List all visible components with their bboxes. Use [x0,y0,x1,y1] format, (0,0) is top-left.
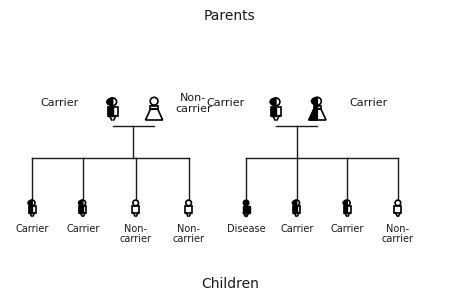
Ellipse shape [243,200,248,206]
Bar [132,206,139,213]
Bar [270,106,280,116]
Text: Carrier: Carrier [206,98,244,109]
Wedge shape [28,200,32,206]
Text: Carrier: Carrier [348,98,386,109]
Text: Carrier: Carrier [16,224,49,233]
Bar [292,206,296,213]
Bar [107,106,112,116]
Wedge shape [342,200,347,206]
Wedge shape [311,97,317,105]
Polygon shape [308,109,317,120]
Text: Non-
carrier: Non- carrier [174,93,211,114]
Bar [28,206,32,213]
Bar [292,206,300,213]
Text: Non-
carrier: Non- carrier [381,224,413,244]
Text: Carrier: Carrier [66,224,99,233]
Bar [343,206,350,213]
Bar [242,206,249,213]
Bar [79,206,83,213]
Bar [343,206,347,213]
Bar [393,206,401,213]
Wedge shape [106,98,112,106]
Text: Parents: Parents [204,9,255,23]
Text: Disease: Disease [226,224,265,233]
Bar [28,206,36,213]
Polygon shape [313,106,317,109]
Text: Non-
carrier: Non- carrier [119,224,151,244]
Text: Children: Children [201,277,258,291]
Text: Carrier: Carrier [280,224,313,233]
Bar [79,206,86,213]
Wedge shape [78,200,83,206]
Wedge shape [269,98,275,106]
Bar [270,106,275,116]
Bar [185,206,192,213]
Text: Carrier: Carrier [330,224,363,233]
Wedge shape [292,200,296,206]
Bar [107,106,118,116]
Text: Carrier: Carrier [40,98,79,109]
Text: Non-
carrier: Non- carrier [172,224,204,244]
